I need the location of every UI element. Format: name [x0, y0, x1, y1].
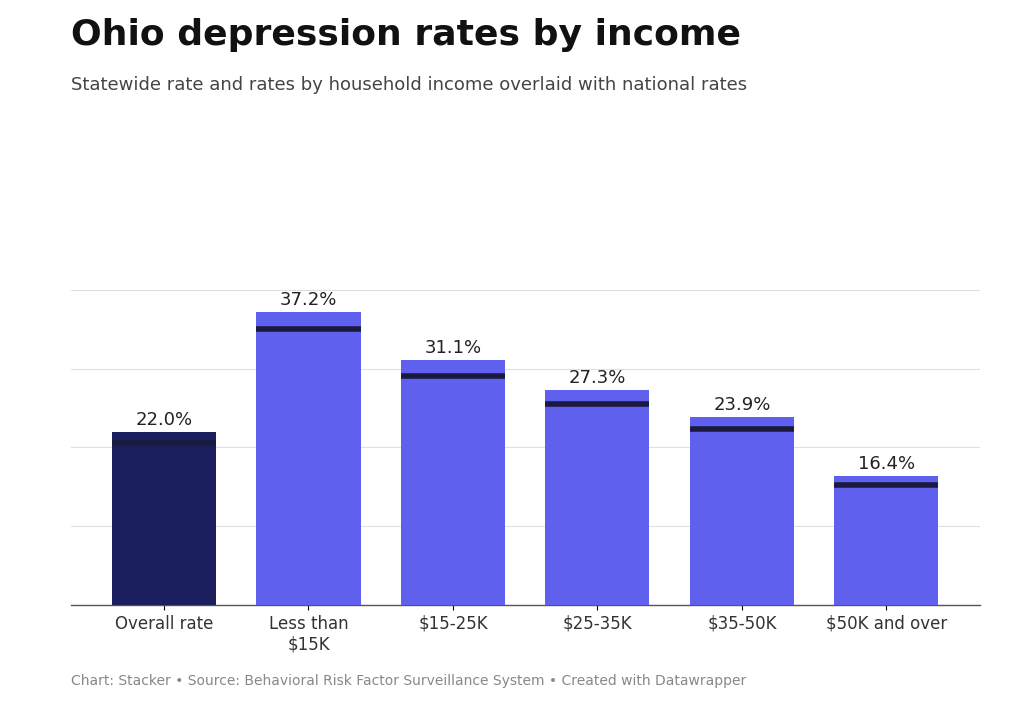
Text: Statewide rate and rates by household income overlaid with national rates: Statewide rate and rates by household in… [71, 76, 746, 94]
Bar [257, 312, 361, 605]
Text: Ohio depression rates by income: Ohio depression rates by income [71, 18, 740, 52]
Text: 27.3%: 27.3% [569, 369, 626, 387]
Text: Chart: Stacker • Source: Behavioral Risk Factor Surveillance System • Created wi: Chart: Stacker • Source: Behavioral Risk… [71, 674, 746, 688]
Text: 31.1%: 31.1% [424, 339, 482, 357]
Bar [834, 476, 938, 605]
Text: 16.4%: 16.4% [857, 454, 915, 472]
Bar [545, 390, 649, 605]
Bar [401, 360, 505, 605]
Bar [690, 417, 794, 605]
Text: 37.2%: 37.2% [280, 291, 337, 309]
Text: 22.0%: 22.0% [135, 410, 193, 428]
Bar [112, 432, 216, 605]
Text: 23.9%: 23.9% [713, 395, 771, 413]
